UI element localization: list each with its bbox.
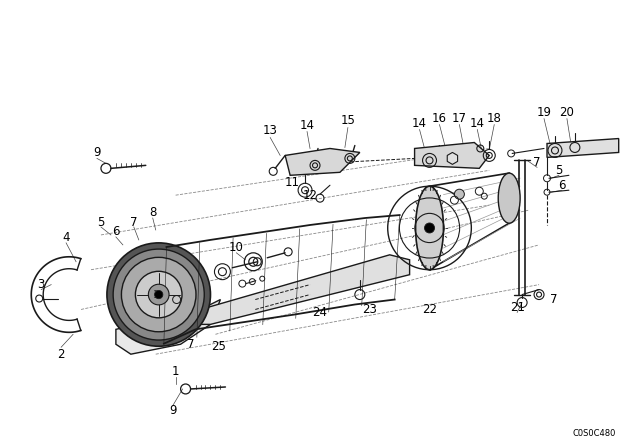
Polygon shape (547, 138, 619, 157)
Text: 13: 13 (263, 124, 278, 137)
Circle shape (136, 271, 182, 318)
Text: 7: 7 (130, 215, 138, 228)
Text: 6: 6 (112, 225, 120, 238)
Ellipse shape (498, 173, 520, 223)
Polygon shape (415, 142, 489, 168)
Text: 9: 9 (169, 405, 177, 418)
Text: 10: 10 (229, 241, 244, 254)
Circle shape (155, 290, 163, 299)
Text: 5: 5 (97, 215, 105, 228)
Text: 8: 8 (149, 206, 156, 219)
Text: 14: 14 (470, 117, 485, 130)
Text: 2: 2 (58, 348, 65, 361)
Text: 23: 23 (362, 303, 377, 316)
Circle shape (107, 243, 211, 346)
Text: 3: 3 (38, 278, 45, 291)
Text: 4: 4 (62, 232, 70, 245)
Text: 1: 1 (153, 289, 159, 300)
Text: 14: 14 (300, 119, 314, 132)
Text: 15: 15 (340, 114, 355, 127)
Polygon shape (116, 300, 220, 354)
Text: 14: 14 (412, 117, 427, 130)
Text: 5: 5 (556, 164, 563, 177)
Polygon shape (200, 255, 410, 324)
Text: 25: 25 (211, 340, 226, 353)
Ellipse shape (415, 186, 444, 270)
Text: 1: 1 (172, 365, 179, 378)
Text: 24: 24 (312, 306, 328, 319)
Text: 12: 12 (303, 189, 317, 202)
Circle shape (148, 284, 169, 305)
Text: 16: 16 (432, 112, 447, 125)
Text: 21: 21 (509, 301, 525, 314)
Text: 9: 9 (93, 146, 100, 159)
Polygon shape (447, 152, 458, 164)
Text: 22: 22 (422, 303, 437, 316)
Text: 6: 6 (558, 179, 566, 192)
Circle shape (122, 257, 196, 332)
Text: 7: 7 (550, 293, 557, 306)
Text: 17: 17 (452, 112, 467, 125)
Circle shape (424, 223, 435, 233)
Polygon shape (285, 148, 360, 175)
Text: 19: 19 (536, 106, 552, 119)
Text: 7: 7 (187, 338, 195, 351)
Circle shape (454, 189, 465, 199)
Text: 7: 7 (533, 156, 541, 169)
Text: C0S0C480: C0S0C480 (572, 429, 616, 438)
Text: 20: 20 (559, 106, 574, 119)
Text: 18: 18 (487, 112, 502, 125)
Circle shape (113, 249, 204, 340)
Text: 11: 11 (285, 176, 300, 189)
